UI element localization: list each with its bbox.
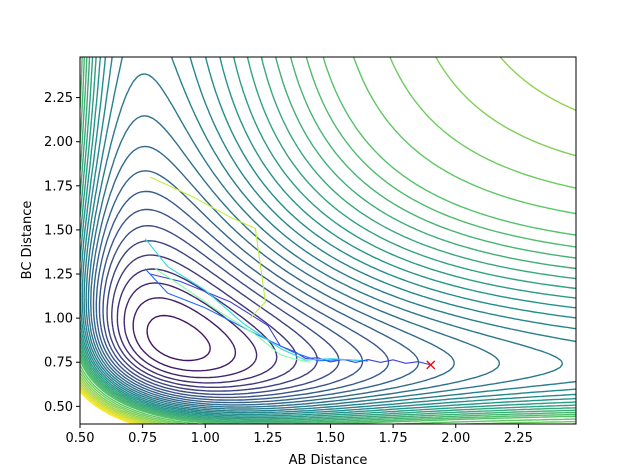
contour-level-8 [102, 225, 340, 396]
contour-lines [80, 57, 576, 424]
contour-level-22 [80, 57, 576, 423]
contour-level-7 [106, 240, 318, 392]
contour-level-34 [80, 388, 139, 424]
trajectory-layer [144, 176, 431, 366]
end-point-layer [426, 360, 436, 370]
y-tick-label-3: 1.25 [44, 268, 73, 283]
y-tick-label-6: 2.00 [44, 135, 73, 150]
contour-level-12 [90, 145, 455, 406]
contour-level-35 [80, 390, 134, 424]
y-tick-label-0: 0.50 [44, 400, 73, 415]
contour-level-14 [85, 73, 564, 410]
x-tick-label-0: 0.50 [66, 431, 95, 446]
y-tick-label-5: 1.75 [44, 179, 73, 194]
contour-level-17 [80, 57, 576, 416]
contour-level-23 [80, 57, 576, 424]
contour-level-15 [83, 57, 576, 412]
y-tick-label-4: 1.50 [44, 223, 73, 238]
trajectory-3 [154, 268, 311, 363]
contour-level-26 [80, 57, 576, 424]
x-tick-label-3: 1.25 [253, 431, 282, 446]
contour-level-18 [80, 57, 576, 417]
x-tick-label-4: 1.50 [316, 431, 345, 446]
y-axis: 0.50 0.75 1.00 1.25 1.50 1.75 2.00 2.25 [44, 91, 80, 415]
contour-level-16 [81, 57, 576, 414]
contour-level-13 [87, 115, 501, 408]
contour-level-19 [80, 57, 576, 419]
trajectory-1 [144, 268, 369, 362]
contour-level-3 [132, 297, 237, 372]
contour-level-27 [80, 57, 576, 424]
y-tick-label-1: 0.75 [44, 356, 73, 371]
plot-area [80, 57, 576, 424]
trajectory-0 [149, 273, 431, 366]
y-tick-label-2: 1.00 [44, 312, 73, 327]
contour-level-2 [146, 314, 211, 362]
y-axis-label: BC Distance [20, 201, 35, 280]
trajectory-2 [144, 238, 361, 362]
plot-frame [79, 56, 577, 425]
x-tick-label-2: 1.00 [191, 431, 220, 446]
x-tick-label-6: 2.00 [441, 431, 470, 446]
contour-level-31 [80, 381, 154, 424]
x-axis: 0.50 0.75 1.00 1.25 1.50 1.75 2.00 2.25 [66, 424, 533, 446]
x-axis-label: AB Distance [289, 453, 368, 468]
x-tick-label-5: 1.75 [379, 431, 408, 446]
contour-level-6 [111, 254, 298, 388]
contour-level-11 [92, 170, 420, 404]
end-point-marker [426, 360, 436, 370]
x-tick-label-7: 2.25 [504, 431, 533, 446]
contour-level-9 [98, 208, 364, 399]
contour-level-29 [80, 57, 576, 424]
contour-level-25 [80, 57, 576, 424]
y-tick-label-7: 2.25 [44, 91, 73, 106]
contour-level-10 [95, 190, 390, 401]
x-tick-label-1: 0.75 [128, 431, 157, 446]
contour-level-28 [80, 57, 576, 424]
trajectory-4 [149, 176, 266, 319]
contour-level-4 [123, 282, 258, 379]
contour-level-5 [116, 268, 278, 384]
